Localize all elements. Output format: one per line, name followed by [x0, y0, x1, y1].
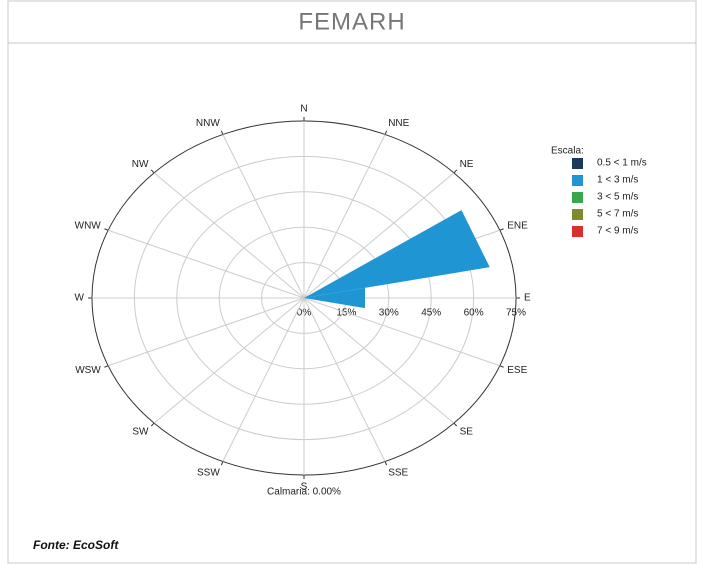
legend-label: 7 < 9 m/s: [597, 226, 638, 237]
tick: [499, 228, 504, 231]
tick: [384, 130, 388, 135]
direction-label: WSW: [75, 365, 101, 376]
legend-label: 5 < 7 m/s: [597, 209, 638, 220]
legend-swatch: [572, 175, 583, 186]
direction-label: E: [524, 293, 531, 304]
tick: [104, 228, 109, 231]
direction-label: SSW: [197, 467, 220, 478]
legend-swatch: [572, 158, 583, 169]
direction-label: ESE: [507, 365, 527, 376]
frame: [7, 0, 697, 564]
direction-label: SE: [460, 426, 474, 437]
spoke: [303, 297, 386, 462]
spoke: [153, 297, 305, 424]
direction-label: NE: [460, 159, 474, 170]
direction-label: NNW: [196, 118, 220, 129]
spoke: [107, 297, 305, 367]
r-tick-label: 30%: [379, 308, 399, 319]
spoke: [222, 134, 305, 299]
tick: [150, 169, 155, 174]
r-tick-label: 75%: [506, 308, 526, 319]
r-tick-label: 60%: [464, 308, 484, 319]
spoke: [107, 229, 305, 299]
spoke: [222, 297, 305, 462]
wedge: [304, 210, 490, 298]
direction-label: WNW: [75, 220, 102, 231]
header-title: FEMARH: [298, 8, 405, 35]
legend-swatch: [572, 226, 583, 237]
legend-label: 3 < 5 m/s: [597, 192, 638, 203]
tick: [384, 461, 388, 466]
tick: [220, 461, 224, 466]
r-tick-label: 45%: [421, 308, 441, 319]
direction-label: NW: [132, 159, 149, 170]
direction-label: W: [75, 293, 85, 304]
tick: [104, 365, 109, 368]
tick: [453, 169, 458, 174]
source: Fonte: EcoSoft: [33, 538, 119, 552]
direction-label: S: [301, 482, 308, 493]
legend-swatch: [572, 209, 583, 220]
wedge: [304, 287, 365, 309]
direction-label: ENE: [507, 220, 528, 231]
legend-swatch: [572, 192, 583, 203]
direction-label: N: [300, 104, 307, 115]
spoke: [303, 134, 386, 299]
spoke: [303, 297, 455, 424]
tick: [499, 365, 504, 368]
annotation: Calmaria: 0.00%: [267, 487, 341, 498]
spoke: [303, 172, 455, 299]
tick: [453, 422, 458, 427]
direction-label: NNE: [388, 118, 409, 129]
tick: [150, 422, 155, 427]
legend-title: Escala:: [551, 146, 584, 157]
tick: [220, 130, 224, 135]
direction-label: SSE: [388, 467, 408, 478]
spoke: [153, 172, 305, 299]
spoke: [303, 297, 501, 367]
direction-label: SW: [132, 426, 149, 437]
legend-label: 0.5 < 1 m/s: [597, 158, 647, 169]
legend-label: 1 < 3 m/s: [597, 175, 638, 186]
